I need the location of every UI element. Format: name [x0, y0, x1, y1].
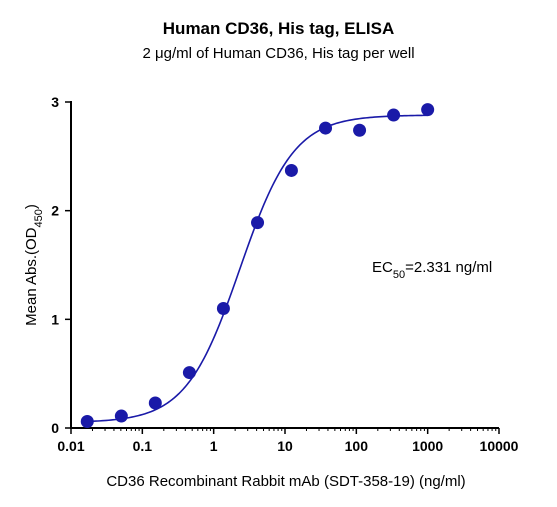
- data-point: [114, 409, 128, 423]
- data-point: [148, 396, 162, 410]
- y-tick-label: 3: [51, 94, 59, 110]
- data-point: [353, 123, 367, 137]
- y-tick-label: 2: [51, 203, 59, 219]
- x-tick-label: 1: [210, 438, 218, 454]
- x-tick-label: 0.01: [57, 438, 84, 454]
- x-axis-title: CD36 Recombinant Rabbit mAb (SDT-358-19)…: [106, 473, 465, 490]
- data-point: [284, 163, 298, 177]
- data-point: [251, 216, 265, 230]
- chart-subtitle: 2 μg/ml of Human CD36, His tag per well: [142, 45, 415, 62]
- y-tick-label: 1: [51, 311, 59, 327]
- data-point: [182, 366, 196, 380]
- data-point: [387, 108, 401, 122]
- data-point: [421, 103, 435, 117]
- y-axis-title: Mean Abs.(OD450): [23, 204, 45, 326]
- x-tick-label: 100: [345, 438, 369, 454]
- x-tick-label: 1000: [412, 438, 443, 454]
- x-tick-label: 10: [277, 438, 293, 454]
- x-tick-label: 0.1: [133, 438, 153, 454]
- data-point: [216, 301, 230, 315]
- ec50-annotation: EC50=2.331 ng/ml: [372, 259, 492, 281]
- data-point: [80, 414, 94, 428]
- chart-title: Human CD36, His tag, ELISA: [162, 19, 395, 38]
- data-point: [319, 121, 333, 135]
- x-tick-label: 10000: [480, 438, 519, 454]
- y-tick-label: 0: [51, 420, 59, 436]
